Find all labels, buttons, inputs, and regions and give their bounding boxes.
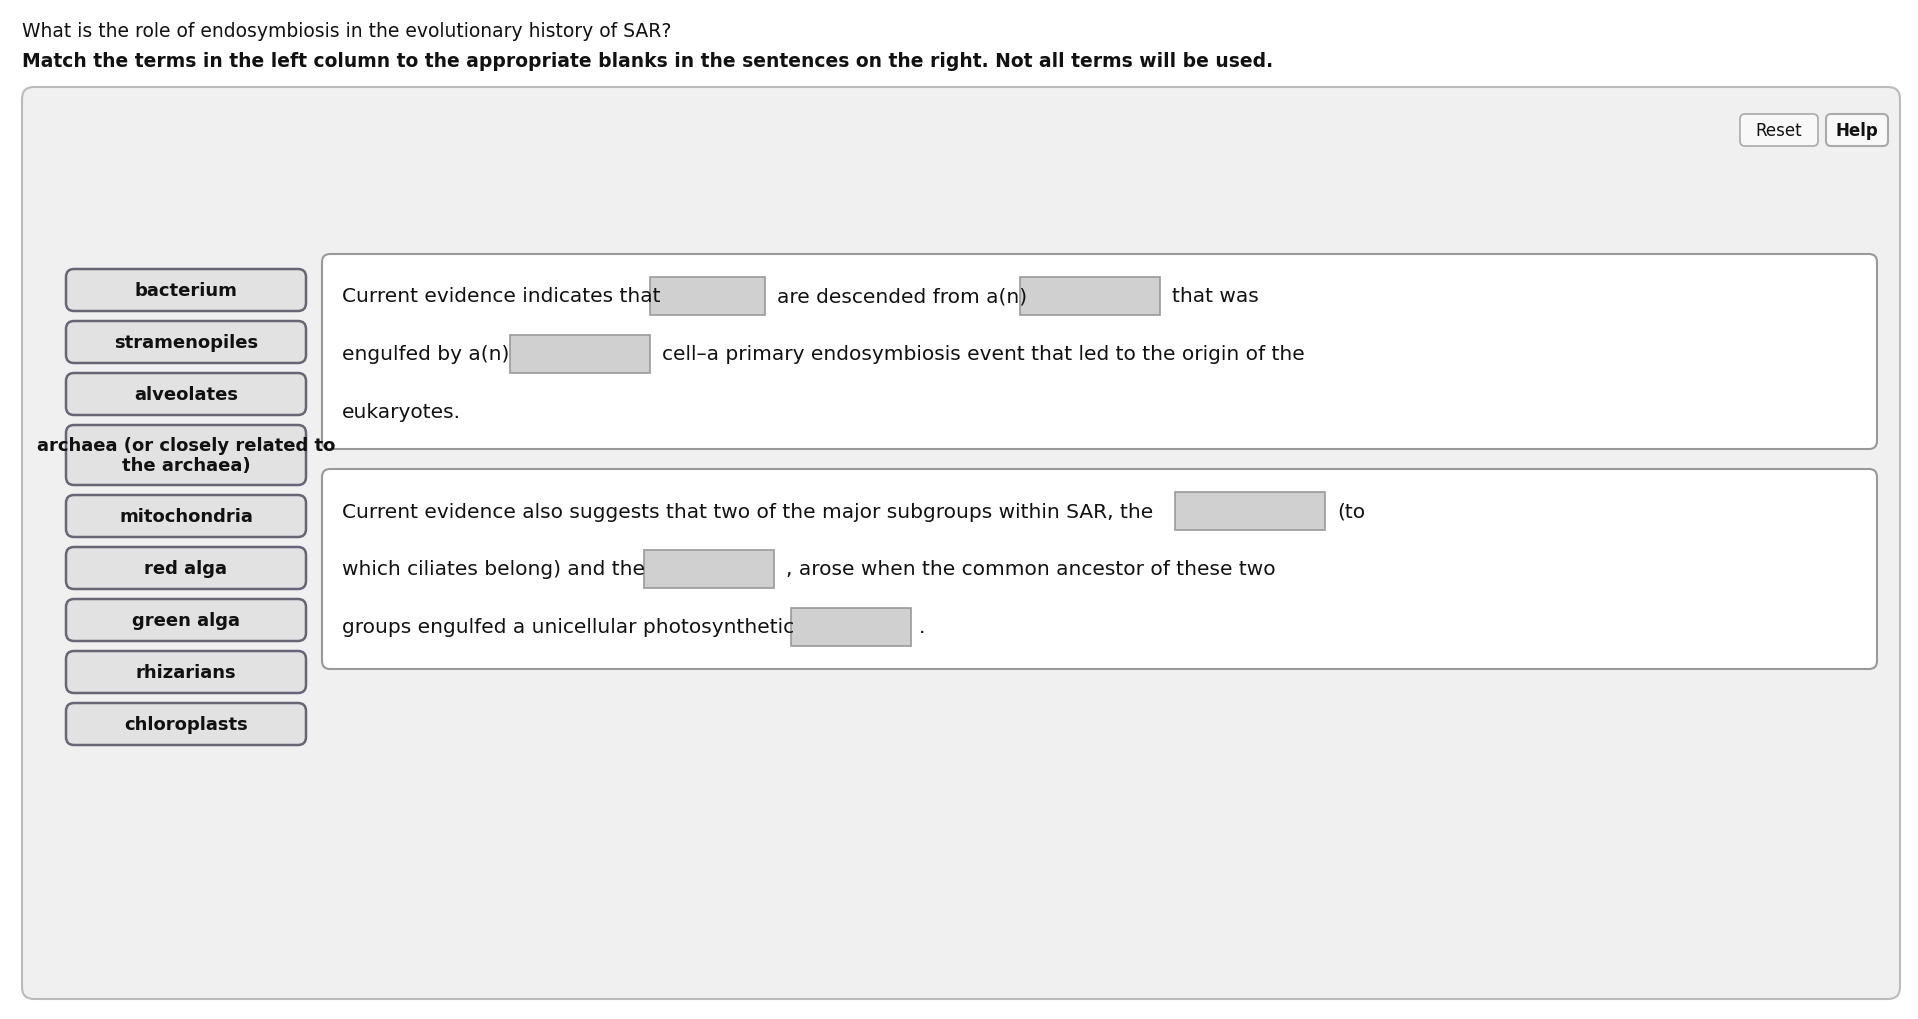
FancyBboxPatch shape (65, 547, 307, 589)
Text: groups engulfed a unicellular photosynthetic: groups engulfed a unicellular photosynth… (341, 618, 794, 637)
Bar (790, 608, 911, 646)
Text: bacterium: bacterium (134, 281, 238, 300)
Text: that was: that was (1172, 287, 1258, 306)
FancyBboxPatch shape (65, 270, 307, 312)
Text: are descended from a(n): are descended from a(n) (777, 287, 1028, 306)
Text: (to: (to (1337, 502, 1366, 521)
Text: Match the terms in the left column to the appropriate blanks in the sentences on: Match the terms in the left column to th… (21, 52, 1274, 71)
Text: What is the role of endosymbiosis in the evolutionary history of SAR?: What is the role of endosymbiosis in the… (21, 22, 671, 41)
Text: archaea (or closely related to: archaea (or closely related to (36, 436, 336, 454)
FancyBboxPatch shape (1740, 115, 1818, 147)
Text: alveolates: alveolates (134, 385, 238, 404)
FancyBboxPatch shape (65, 495, 307, 537)
Text: red alga: red alga (144, 559, 228, 578)
FancyBboxPatch shape (65, 426, 307, 485)
Text: green alga: green alga (132, 611, 240, 630)
Text: mitochondria: mitochondria (119, 507, 253, 526)
FancyBboxPatch shape (65, 322, 307, 364)
Text: .: . (919, 618, 924, 637)
FancyBboxPatch shape (65, 703, 307, 745)
Text: engulfed by a(n): engulfed by a(n) (341, 345, 510, 364)
Bar (644, 550, 775, 588)
Bar (510, 335, 650, 374)
FancyBboxPatch shape (65, 374, 307, 416)
Bar (1176, 492, 1325, 531)
Bar (650, 278, 765, 316)
FancyBboxPatch shape (65, 599, 307, 641)
Text: rhizarians: rhizarians (136, 663, 236, 682)
Text: stramenopiles: stramenopiles (113, 333, 259, 352)
Text: eukaryotes.: eukaryotes. (341, 404, 460, 422)
Text: Current evidence also suggests that two of the major subgroups within SAR, the: Current evidence also suggests that two … (341, 502, 1153, 521)
FancyBboxPatch shape (21, 88, 1901, 999)
Text: which ciliates belong) and the: which ciliates belong) and the (341, 560, 644, 579)
Text: chloroplasts: chloroplasts (125, 715, 247, 734)
Text: Help: Help (1836, 122, 1878, 140)
Text: , arose when the common ancestor of these two: , arose when the common ancestor of thes… (786, 560, 1275, 579)
Text: Current evidence indicates that: Current evidence indicates that (341, 287, 660, 306)
Text: Reset: Reset (1755, 122, 1803, 140)
Text: cell–a primary endosymbiosis event that led to the origin of the: cell–a primary endosymbiosis event that … (662, 345, 1304, 364)
Text: the archaea): the archaea) (121, 457, 251, 475)
FancyBboxPatch shape (65, 651, 307, 693)
Bar (1020, 278, 1160, 316)
FancyBboxPatch shape (1826, 115, 1887, 147)
FancyBboxPatch shape (322, 255, 1878, 449)
FancyBboxPatch shape (322, 470, 1878, 669)
